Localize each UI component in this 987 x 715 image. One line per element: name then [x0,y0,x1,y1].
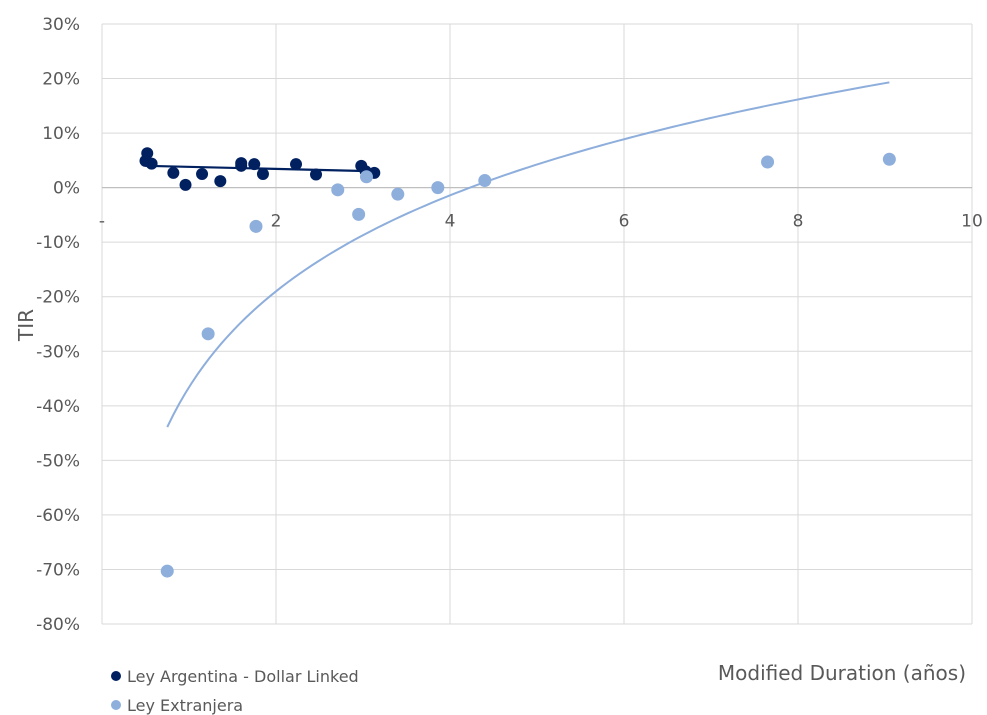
y-tick-label: -20% [36,288,80,308]
data-point-series-0 [310,168,323,181]
y-tick-label: 0% [53,179,80,199]
x-axis-tick-labels: - 2 4 6 8 10 [99,212,983,232]
legend-label-ley-extranjera: Ley Extranjera [127,696,243,715]
data-point-series-1 [882,152,896,166]
data-point-series-1 [431,181,445,195]
x-tick-label: 2 [271,212,282,232]
data-point-series-0 [145,157,158,170]
data-point-series-0 [167,166,180,179]
y-tick-label: 30% [42,15,80,35]
data-point-series-0 [235,159,248,172]
y-tick-label: 20% [42,70,80,90]
x-tick-label: 4 [445,212,456,232]
y-tick-label: -10% [36,233,80,253]
data-point-series-0 [256,168,269,180]
y-tick-label: -70% [36,560,80,580]
y-axis-tick-labels: 30% 20% 10% 0% -10% -20% -30% -40% -50% -60% -70% -… [36,15,80,635]
y-tick-label: -40% [36,397,80,417]
y-axis-title: TIR [14,309,38,342]
x-tick-label: 10 [961,212,983,232]
data-point-series-0 [179,178,192,191]
x-tick-label: - [99,212,105,232]
data-point-series-0 [248,158,261,171]
data-point-series-1 [249,219,263,233]
data-point-series-1 [391,187,405,201]
data-point-series-0 [196,168,209,180]
y-tick-label: -30% [36,342,80,362]
legend-label-ley-argentina: Ley Argentina - Dollar Linked [127,667,359,686]
data-point-series-1 [761,155,775,169]
y-tick-label: -50% [36,451,80,471]
data-point-series-1 [478,174,492,188]
data-point-series-1 [331,183,345,197]
trendlines [145,81,890,428]
trendline-series-1 [166,81,890,428]
x-tick-label: 8 [793,212,804,232]
data-point-series-0 [141,147,154,160]
x-axis-title: Modified Duration (años) [718,661,966,685]
legend: Ley Argentina - Dollar Linked Ley Extran… [111,667,359,715]
legend-marker-ley-extranjera [111,700,121,710]
data-point-series-1 [359,170,373,184]
chart-grid [101,23,973,625]
legend-marker-ley-argentina [111,671,121,681]
data-point-series-1 [352,207,366,221]
data-point-series-1 [160,564,174,578]
y-tick-label: -60% [36,506,80,526]
y-tick-label: -80% [36,615,80,635]
data-point-series-0 [214,175,227,188]
data-point-series-0 [290,158,303,171]
x-tick-label: 6 [619,212,630,232]
y-tick-label: 10% [42,124,80,144]
data-points [139,147,896,578]
trendline-series-0 [145,164,375,173]
data-point-series-1 [201,327,215,341]
